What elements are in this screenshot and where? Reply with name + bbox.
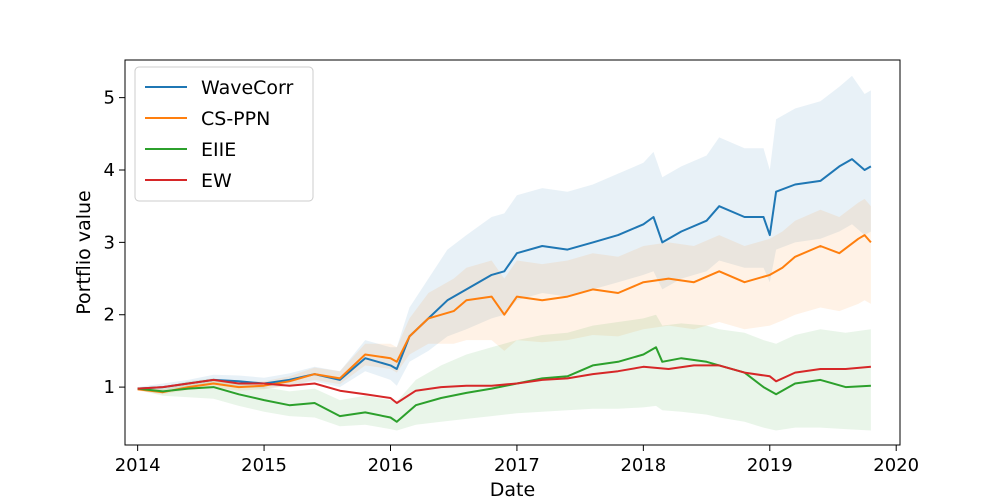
line-cs-ppn [137,234,872,394]
legend-label: EW [201,170,232,192]
y-tick-label: 4 [104,160,115,181]
legend: WaveCorr CS-PPN EIIE EW [134,66,314,202]
x-tick-label: 2020 [873,455,919,476]
band-wavecorr [137,75,871,391]
band-eiie [137,314,871,431]
y-axis-ticks: 1 2 3 4 5 [104,88,125,398]
x-tick-label: 2019 [747,455,793,476]
y-axis-title: Portflio value [73,190,95,314]
x-axis-ticks: 2014 2015 2016 2017 2018 2019 2020 [115,445,919,476]
y-tick-label: 3 [104,232,115,253]
band-cs-ppn [137,198,871,395]
x-tick-label: 2015 [241,455,287,476]
x-tick-label: 2016 [368,455,414,476]
x-axis-title: Date [490,479,535,500]
y-tick-label: 1 [104,377,115,398]
line-ew [137,364,871,404]
series-lines [137,158,872,423]
x-tick-label: 2018 [620,455,666,476]
legend-label: EIIE [201,139,236,161]
y-tick-label: 2 [104,305,115,326]
y-tick-label: 5 [104,88,115,109]
plot-area-frame [124,59,901,446]
confidence-bands [137,75,871,431]
legend-box [134,66,314,202]
x-tick-label: 2014 [115,455,161,476]
legend-label: CS-PPN [201,108,270,130]
x-tick-label: 2017 [494,455,540,476]
legend-label: WaveCorr [201,77,294,99]
